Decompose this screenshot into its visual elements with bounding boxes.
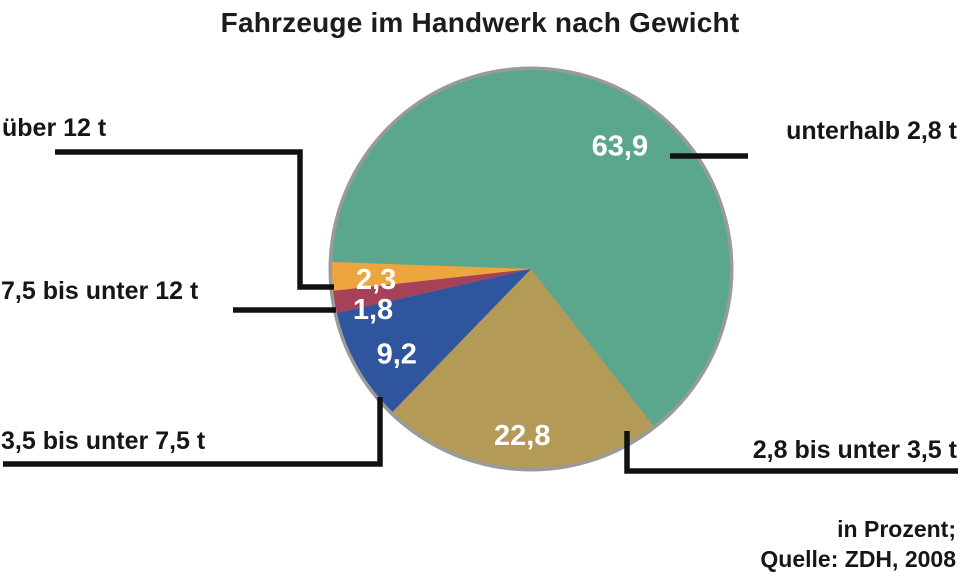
slice-value-label-3: 1,8 [353, 294, 393, 326]
footnote-source: Quelle: ZDH, 2008 [760, 546, 956, 572]
chart-title: Fahrzeuge im Handwerk nach Gewicht [220, 7, 740, 38]
slice-value-label-1: 22,8 [494, 420, 550, 452]
pie-slice-4 [332, 262, 531, 291]
pie-slice-2 [336, 269, 531, 412]
leader-line-ueber-12-t [55, 149, 334, 290]
slice-value-label-4: 2,3 [356, 264, 396, 296]
slice-value-label-0: 63,9 [592, 131, 648, 163]
leader-line-3-5-bis-7-5-t [3, 397, 383, 467]
footnote: in Prozent; Quelle: ZDH, 2008 [760, 514, 956, 574]
pie-slice-0 [332, 69, 730, 426]
leader-line-2-8-bis-3-5-t [624, 431, 958, 474]
category-label-unterhalb-2-8-t: unterhalb 2,8 t [786, 117, 957, 145]
footnote-unit: in Prozent; [837, 516, 956, 542]
category-label-3-5-bis-7-5-t: 3,5 bis unter 7,5 t [1, 427, 206, 455]
pie-slice-1 [392, 269, 654, 468]
category-label-ueber-12-t: über 12 t [2, 114, 107, 142]
category-label-2-8-bis-3-5-t: 2,8 bis unter 3,5 t [752, 436, 957, 464]
slice-value-label-2: 9,2 [377, 339, 417, 371]
category-label-7-5-bis-12-t: 7,5 bis unter 12 t [1, 277, 199, 305]
pie-slice-3 [333, 269, 531, 313]
